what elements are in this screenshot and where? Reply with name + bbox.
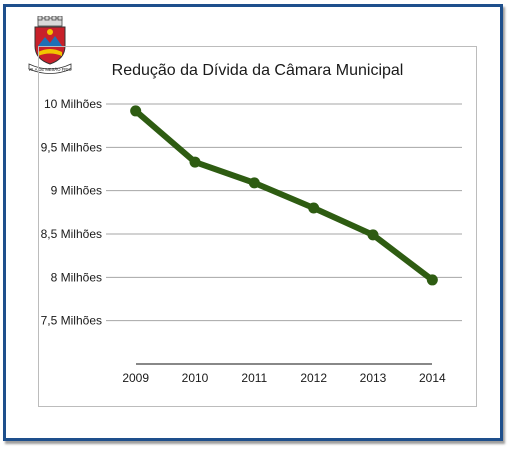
y-tick-label: 10 Milhões [44, 97, 102, 111]
chart-title: Redução da Dívida da Câmara Municipal [111, 62, 404, 79]
plot-area-border [38, 46, 477, 407]
data-point [426, 274, 438, 286]
x-tick-label: 2012 [300, 371, 327, 385]
y-tick-label: 8,5 Milhões [41, 227, 102, 241]
series-line [132, 107, 436, 283]
data-point [189, 156, 201, 168]
x-tick-label: 2011 [241, 371, 267, 385]
x-tick-label: 2013 [360, 371, 387, 385]
y-tick-label: 8 Milhões [51, 270, 102, 284]
x-tick-label: 2014 [419, 371, 446, 385]
x-tick-label: 2010 [182, 371, 209, 385]
x-tick-label: 2009 [122, 371, 149, 385]
y-tick-label: 9 Milhões [51, 184, 102, 198]
data-point [248, 177, 260, 189]
data-point [367, 229, 379, 241]
data-point [308, 202, 320, 214]
y-tick-label: 9,5 Milhões [41, 140, 102, 154]
logo-caption: VILA DE MESÃO FRIO [28, 67, 72, 72]
municipal-coat-of-arms-icon: VILA DE MESÃO FRIO [28, 16, 72, 74]
data-point [130, 105, 142, 117]
chart-frame [3, 4, 503, 441]
y-tick-label: 7,5 Milhões [41, 314, 102, 328]
